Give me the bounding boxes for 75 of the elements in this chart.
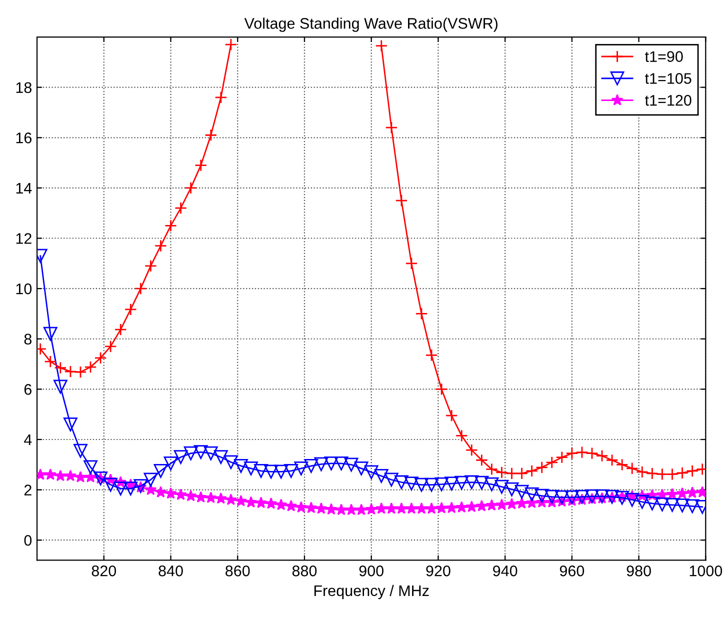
y-tick-label: 6 [24,384,32,395]
point [526,464,538,478]
point [636,466,648,478]
point [506,467,518,480]
point [576,446,588,459]
x-tick-label: 940 [493,566,518,576]
point [395,194,408,207]
point [164,219,178,232]
point [194,159,208,172]
point [174,202,188,214]
point [405,257,418,270]
x-axis-title: Frequency / MHz [314,584,429,600]
x-tick-label: 900 [359,566,384,576]
point [445,409,458,422]
y-tick-label: 10 [16,283,32,294]
point [686,464,699,478]
point [134,282,147,295]
point [44,355,57,368]
point [204,128,218,142]
y-tick-label: 18 [16,82,32,94]
point [54,362,67,374]
y-tick-label: 12 [16,233,32,244]
point [566,447,578,460]
point [124,303,137,316]
point [606,454,618,466]
y-tick-label: 2 [24,484,32,496]
point [144,260,157,272]
point [154,240,167,252]
point [475,454,488,466]
y-tick-label: 14 [16,182,32,194]
x-tick-label: 1000 [690,566,722,576]
point [465,444,478,456]
point [646,467,658,480]
x-tick-label: 920 [426,566,450,576]
point [676,466,689,480]
point [546,456,558,469]
point [556,451,568,464]
point [495,466,508,479]
x-tick-label: 880 [292,566,317,576]
x-tick-label: 860 [226,566,250,576]
point [214,91,228,104]
point [455,429,468,442]
point [596,450,608,462]
point [224,38,238,51]
point [94,352,107,364]
point [435,382,448,396]
x-tick-label: 960 [560,566,584,576]
point [425,348,438,362]
point [415,307,428,320]
point [626,462,638,475]
legend-label: t1=105 [645,73,692,84]
point [516,467,528,480]
point [666,468,678,480]
point [184,182,198,194]
point [114,323,127,336]
point [84,360,97,374]
legend-label: t1=120 [645,94,692,106]
y-tick-label: 4 [24,434,32,446]
point [536,461,548,474]
x-tick-label: 980 [626,566,651,576]
point [74,366,87,378]
point [385,121,398,134]
point [64,365,77,378]
chart-title: Voltage Standing Wave Ratio(VSWR) [244,18,498,32]
y-tick-label: 16 [16,132,32,144]
x-tick-label: 840 [158,566,183,576]
point [104,340,117,353]
x-tick-label: 820 [92,566,116,576]
y-tick-label: 0 [24,534,32,546]
point [375,40,388,52]
point [485,462,498,476]
point [586,447,598,460]
point [616,458,628,471]
legend-label: t1=90 [645,51,683,62]
y-tick-label: 8 [24,334,32,345]
